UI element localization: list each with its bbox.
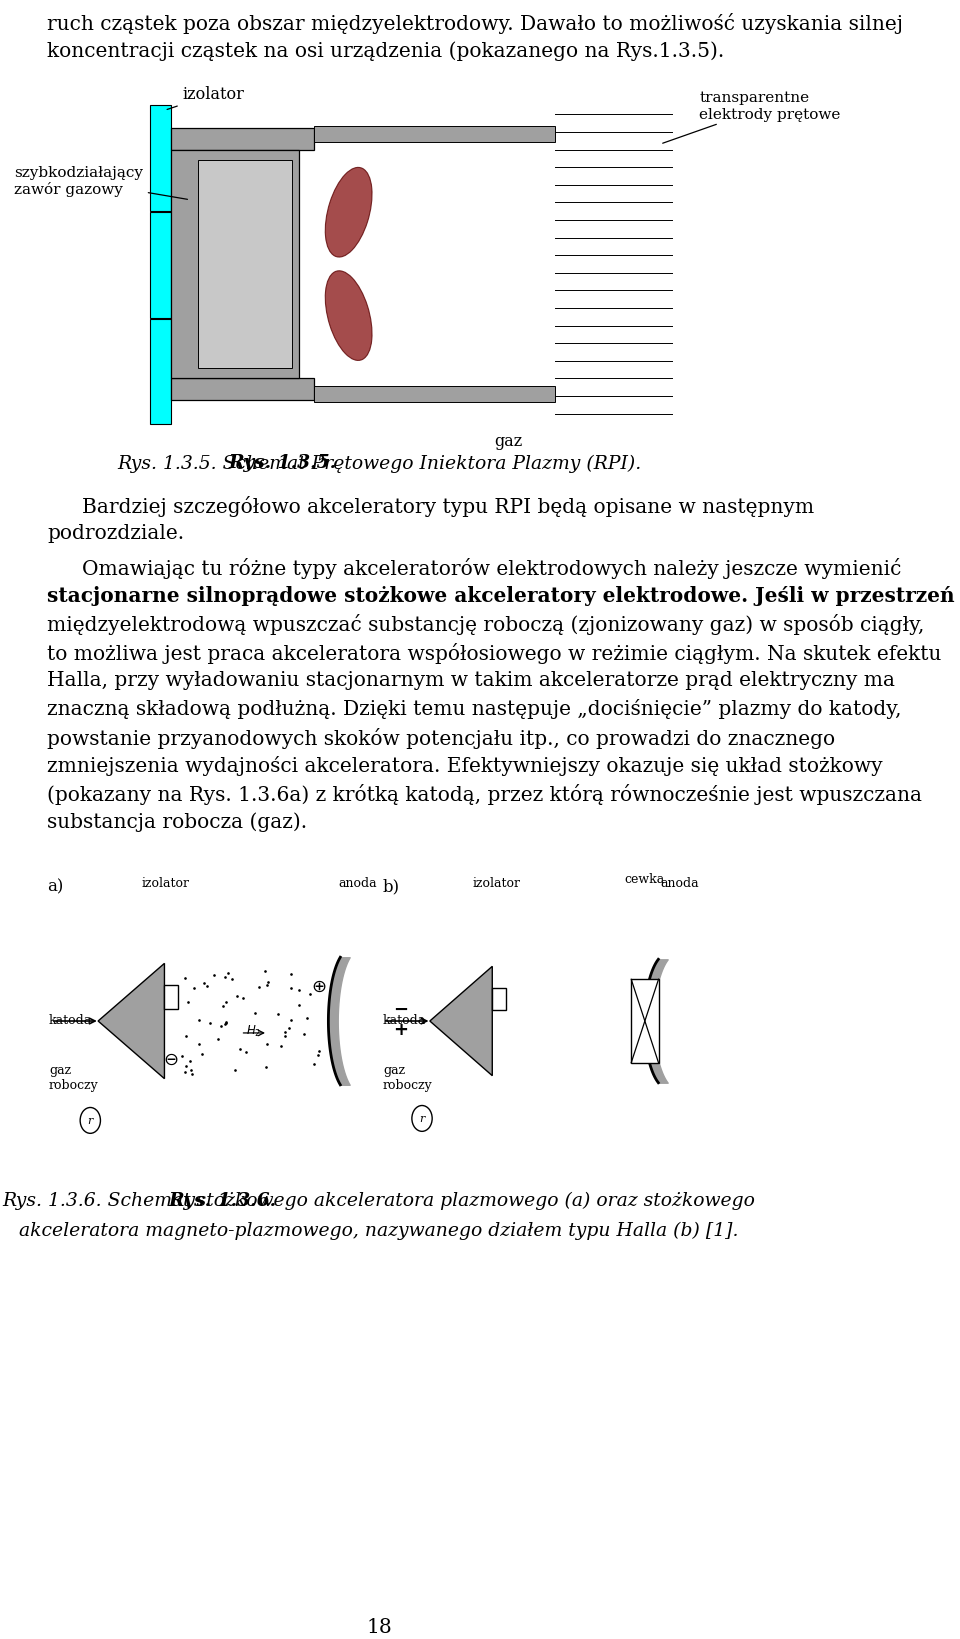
Bar (198, 161, 292, 369)
Text: a): a) (47, 879, 63, 895)
Text: znaczną składową podłużną. Dzięki temu następuje „dociśnięcie” plazmy do katody,: znaczną składową podłużną. Dzięki temu n… (47, 698, 901, 720)
Text: 18: 18 (366, 1618, 392, 1636)
Text: izolator: izolator (472, 877, 520, 890)
Text: Bardziej szczegółowo akceleratory typu RPI będą opisane w następnym: Bardziej szczegółowo akceleratory typu R… (83, 495, 815, 516)
Text: gaz
roboczy: gaz roboczy (49, 1064, 99, 1092)
Bar (632, 980, 659, 1064)
Bar (151, 107, 171, 211)
Text: to możliwa jest praca akceleratora współosiowego w reżimie ciągłym. Na skutek ef: to możliwa jest praca akceleratora współ… (47, 642, 942, 664)
Text: gaz: gaz (493, 433, 522, 451)
Text: Rys. 1.3.5.: Rys. 1.3.5. (228, 454, 336, 472)
Text: międzyelektrodową wpuszczać substancję roboczą (zjonizowany gaz) w sposób ciągły: międzyelektrodową wpuszczać substancję r… (47, 615, 924, 634)
Text: transparentne
elektrody prętowe: transparentne elektrody prętowe (662, 92, 841, 144)
Text: Omawiając tu różne typy akceleratorów elektrodowych należy jeszcze wymienić: Omawiając tu różne typy akceleratorów el… (83, 557, 901, 579)
Text: Rys. 1.3.6. Schemat stożkowego akceleratora plazmowego (a) oraz stożkowego: Rys. 1.3.6. Schemat stożkowego akcelerat… (3, 1192, 756, 1210)
Text: $H_2$: $H_2$ (246, 1023, 261, 1039)
Text: koncentracji cząstek na osi urządzenia (pokazanego na Rys.1.3.5).: koncentracji cząstek na osi urządzenia (… (47, 41, 725, 61)
Text: r: r (420, 1115, 424, 1124)
Text: Rys. 1.3.5. Schemat Prętowego Iniektora Plazmy (RPI).: Rys. 1.3.5. Schemat Prętowego Iniektora … (117, 454, 641, 472)
Text: ⊕: ⊕ (311, 977, 326, 995)
Ellipse shape (325, 169, 372, 257)
Text: szybkodziałający
zawór gazowy: szybkodziałający zawór gazowy (13, 166, 187, 200)
Circle shape (412, 1106, 432, 1131)
Polygon shape (98, 964, 164, 1078)
Text: anoda: anoda (660, 877, 699, 890)
Bar (171, 151, 300, 379)
Text: powstanie przyanodowych skoków potencjału itp., co prowadzi do znacznego: powstanie przyanodowych skoków potencjał… (47, 728, 835, 749)
Circle shape (80, 1108, 101, 1134)
Text: katoda: katoda (49, 1013, 92, 1026)
Text: anoda: anoda (339, 877, 377, 890)
Bar (492, 988, 506, 1011)
Text: Rys. 1.3.6.: Rys. 1.3.6. (168, 1192, 276, 1210)
Bar (171, 379, 314, 400)
Text: zmniejszenia wydajności akceleratora. Efektywniejszy okazuje się układ stożkowy: zmniejszenia wydajności akceleratora. Ef… (47, 756, 883, 775)
Text: izolator: izolator (167, 87, 245, 110)
Text: izolator: izolator (141, 877, 189, 890)
Text: −: − (394, 1000, 409, 1018)
Ellipse shape (325, 272, 372, 361)
Bar (151, 213, 171, 318)
Text: r: r (87, 1116, 93, 1126)
Text: akceleratora magneto-plazmowego, nazywanego działem typu Halla (b) [1].: akceleratora magneto-plazmowego, nazywan… (19, 1221, 739, 1239)
Text: katoda: katoda (383, 1013, 426, 1026)
Text: (pokazany na Rys. 1.3.6a) z krótką katodą, przez którą równocześnie jest wpuszcz: (pokazany na Rys. 1.3.6a) z krótką katod… (47, 783, 923, 805)
Bar (151, 320, 171, 425)
Text: b): b) (383, 879, 400, 895)
Bar (314, 387, 555, 402)
Text: ruch cząstek poza obszar międzyelektrodowy. Dawało to możliwość uzyskania silnej: ruch cząstek poza obszar międzyelektrodo… (47, 13, 903, 34)
Polygon shape (430, 967, 492, 1077)
Text: Halla, przy wyładowaniu stacjonarnym w takim akceleratorze prąd elektryczny ma: Halla, przy wyładowaniu stacjonarnym w t… (47, 670, 896, 690)
Bar (314, 128, 555, 143)
Text: podrozdziale.: podrozdziale. (47, 524, 184, 543)
Bar (164, 985, 179, 1010)
Bar (171, 129, 314, 151)
Text: stacjonarne silnoprądowe stożkowe akceleratory elektrodowe. Jeśli w przestrzeń: stacjonarne silnoprądowe stożkowe akcele… (47, 585, 955, 606)
Text: gaz
roboczy: gaz roboczy (383, 1064, 433, 1092)
Text: ⊖: ⊖ (163, 1051, 179, 1069)
Text: substancja robocza (gaz).: substancja robocza (gaz). (47, 813, 307, 833)
Text: cewka: cewka (625, 872, 665, 885)
Text: +: + (394, 1021, 408, 1039)
